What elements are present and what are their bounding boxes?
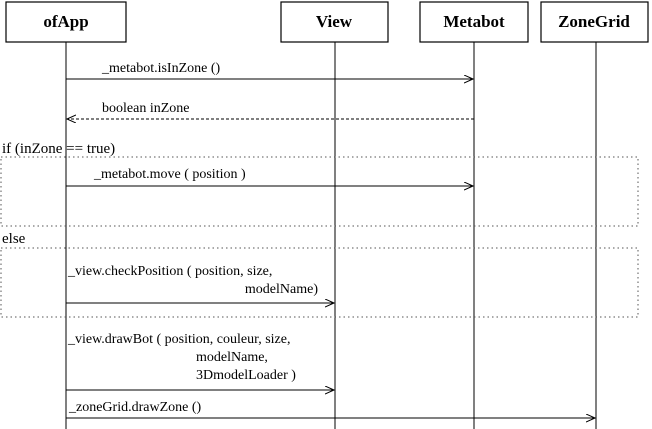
participant-ofapp: ofApp bbox=[5, 1, 127, 43]
message-check-position-label-line2: modelName) bbox=[245, 282, 318, 297]
message-check-position-label-line1: _view.checkPosition ( position, size, bbox=[67, 264, 272, 279]
fragment-if-frame bbox=[0, 156, 639, 227]
participant-metabot: Metabot bbox=[419, 1, 529, 43]
participant-view-label: View bbox=[316, 12, 353, 31]
message-is-in-zone-label: _metabot.isInZone () bbox=[101, 61, 221, 76]
participant-zonegrid-label: ZoneGrid bbox=[558, 12, 630, 31]
participant-view: View bbox=[280, 1, 389, 43]
fragment-else-frame bbox=[0, 247, 639, 318]
message-draw-bot-label-line2: modelName, bbox=[196, 350, 268, 365]
message-draw-zone-label: _zoneGrid.drawZone () bbox=[68, 400, 202, 415]
participant-zonegrid: ZoneGrid bbox=[540, 1, 649, 43]
message-return-label: boolean inZone bbox=[102, 101, 189, 116]
participant-metabot-label: Metabot bbox=[443, 12, 505, 31]
message-draw-bot-label-line3: 3DmodelLoader ) bbox=[196, 368, 296, 383]
fragment-if-guard: if (inZone == true) bbox=[2, 141, 115, 157]
fragment-else-guard: else bbox=[2, 231, 26, 247]
message-draw-bot-label-line1: _view.drawBot ( position, couleur, size, bbox=[67, 332, 290, 347]
message-move-label: _metabot.move ( position ) bbox=[93, 167, 246, 182]
participant-ofapp-label: ofApp bbox=[43, 12, 88, 31]
